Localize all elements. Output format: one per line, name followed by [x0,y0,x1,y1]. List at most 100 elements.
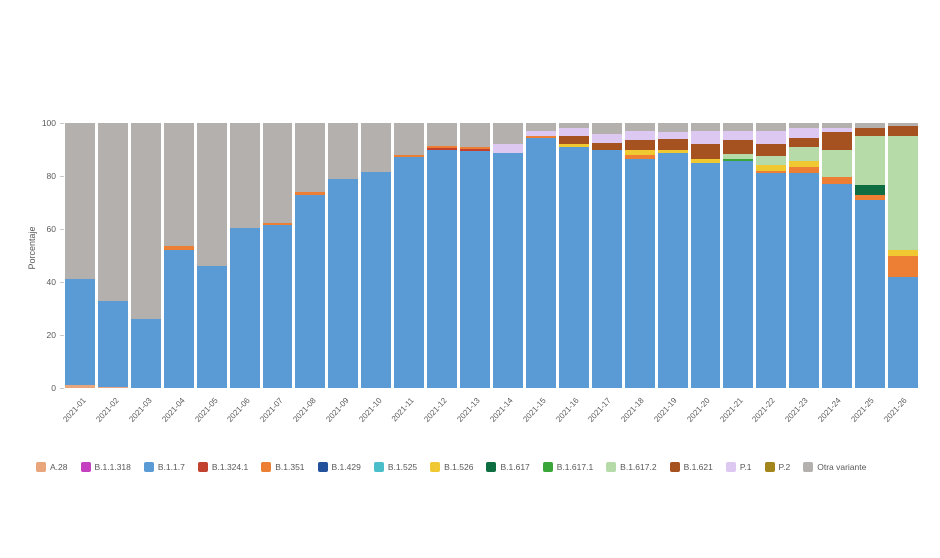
bar-segment-B.1.351 [295,192,326,195]
legend-label: B.1.351 [275,462,305,472]
bar-segment-P.1 [723,130,754,141]
bar-segment-B.1.1.7 [591,149,622,388]
bar-segment-Otra variante [525,123,556,131]
bar-segment-B.1.324.1 [427,147,458,150]
bar-2021-09 [328,123,359,388]
bar-segment-B.1.351 [262,222,293,226]
bar-segment-B.1.351 [460,146,490,149]
bar-segment-Otra variante [624,123,655,131]
y-tick-mark [60,282,64,283]
bar-segment-B.1.621 [723,140,754,154]
legend-item-B.1.1.318: B.1.1.318 [80,462,131,472]
bar-2021-20 [690,123,721,388]
bar-2021-25 [855,123,886,388]
bar-segment-B.1.621 [855,128,886,137]
bar-segment-B.1.621 [657,138,688,150]
bar-segment-B.1.1.7 [657,153,688,388]
y-tick-label: 40 [46,277,56,287]
bar-segment-B.1.1.7 [624,158,655,388]
bar-segment-P.1 [690,130,721,145]
bar-segment-B.1.617.2 [723,153,754,159]
bar-segment-Otra variante [888,123,918,126]
legend-swatch-P.2 [764,462,775,472]
legend-item-Otra variante: Otra variante [803,462,866,472]
legend-swatch-B.1.617 [486,462,497,472]
legend-label: B.1.617.1 [556,462,594,472]
bar-2021-23 [789,123,820,388]
bar-segment-B.1.621 [591,142,622,150]
bar-segment-B.1.1.7 [65,279,95,386]
bar-segment-B.1.617.2 [888,136,918,251]
bar-segment-B.1.526 [657,149,688,154]
bar-segment-Otra variante [558,123,589,129]
bar-segment-B.1.351 [756,170,787,174]
bar-segment-B.1.1.7 [130,319,161,388]
legend-label: A.28 [50,462,68,472]
bar-segment-P.1 [657,132,688,139]
bar-segment-B.1.1.7 [690,162,721,388]
bar-segment-Otra variante [492,123,523,145]
legend-swatch-B.1.617.1 [542,462,553,472]
bar-2021-06 [229,123,260,388]
bar-2021-26 [888,123,918,388]
legend-swatch-A.28 [36,462,46,472]
bar-segment-B.1.1.7 [295,194,326,388]
legend-swatch-Otra variante [803,462,814,472]
legend-item-B.1.617.2: B.1.617.2 [606,462,657,472]
bar-2021-18 [624,123,655,388]
bar-segment-B.1.324.1 [460,148,490,151]
y-tick-label: 20 [46,330,56,340]
bar-2021-08 [295,123,326,388]
bar-segment-Otra variante [460,123,490,147]
y-tick-mark [60,335,64,336]
bar-segment-B.1.621 [822,132,853,150]
bar-2021-22 [756,123,787,388]
bar-segment-B.1.617.1 [723,158,754,162]
bar-segment-B.1.621 [558,136,589,145]
bar-segment-B.1.1.7 [492,153,523,388]
bar-segment-B.1.1.7 [558,146,589,388]
bar-segment-A.28 [65,385,95,388]
bar-2021-14 [492,123,523,388]
legend-item-B.1.617.1: B.1.617.1 [542,462,594,472]
legend-label: B.1.1.318 [94,462,131,472]
legend-swatch-B.1.1.7 [143,462,154,472]
bar-segment-P.1 [789,128,820,138]
legend-item-B.1.621: B.1.621 [669,462,713,472]
bar-2021-24 [822,123,853,388]
y-tick-mark [60,388,64,389]
bar-segment-Otra variante [427,123,458,146]
bar-segment-P.1 [525,130,556,136]
bar-segment-Otra variante [394,123,425,155]
bar-2021-12 [427,123,458,388]
bar-segment-B.1.526 [690,158,721,163]
bar-segment-B.1.1.7 [855,199,886,388]
bar-2021-16 [558,123,589,388]
bar-segment-B.1.1.7 [822,183,853,388]
bar-segment-Otra variante [822,123,853,129]
bar-segment-Otra variante [657,123,688,133]
bar-segment-B.1.526 [558,144,589,147]
bar-segment-B.1.1.7 [229,227,260,388]
bar-segment-Otra variante [130,123,161,320]
bar-segment-B.1.1.7 [460,150,490,388]
bar-segment-Otra variante [723,123,754,131]
legend-item-P.1: P.1 [725,462,752,472]
bar-segment-P.1 [591,133,622,143]
bar-segment-B.1.617 [855,185,886,195]
bar-segment-P.1 [624,130,655,141]
bar-segment-B.1.351 [855,194,886,200]
y-tick-mark [60,176,64,177]
bar-2021-01 [65,123,95,388]
legend-item-B.1.526: B.1.526 [430,462,473,472]
legend-item-B.1.525: B.1.525 [373,462,417,472]
legend-swatch-B.1.324.1 [197,462,208,472]
bar-segment-P.1 [822,128,853,133]
bar-2021-11 [394,123,425,388]
legend-item-B.1.324.1: B.1.324.1 [197,462,248,472]
bar-segment-B.1.1.7 [163,250,194,388]
y-tick-label: 0 [51,383,56,393]
bar-2021-19 [657,123,688,388]
bar-segment-B.1.1.7 [97,300,128,387]
